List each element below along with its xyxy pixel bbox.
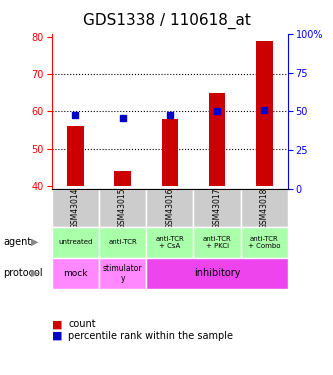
Text: GSM43017: GSM43017 <box>212 187 222 229</box>
Text: anti-TCR: anti-TCR <box>108 239 137 245</box>
Bar <box>241 189 288 226</box>
Text: count: count <box>68 320 96 329</box>
Text: ■: ■ <box>52 320 62 329</box>
Bar <box>99 189 146 226</box>
Text: anti-TCR
+ CsA: anti-TCR + CsA <box>156 236 184 249</box>
Bar <box>67 126 84 186</box>
Bar <box>146 226 193 258</box>
Text: anti-TCR
+ Combo: anti-TCR + Combo <box>248 236 281 249</box>
Text: ▶: ▶ <box>31 268 39 278</box>
Text: ■: ■ <box>52 331 62 340</box>
Text: GSM43015: GSM43015 <box>118 187 127 229</box>
Text: GDS1338 / 110618_at: GDS1338 / 110618_at <box>83 12 250 29</box>
Bar <box>193 226 241 258</box>
Text: untreated: untreated <box>58 239 93 245</box>
Bar <box>193 189 241 226</box>
Bar <box>209 93 225 186</box>
Text: mock: mock <box>63 269 88 278</box>
Bar <box>114 171 131 186</box>
Bar <box>241 226 288 258</box>
Text: anti-TCR
+ PKCi: anti-TCR + PKCi <box>203 236 231 249</box>
Text: percentile rank within the sample: percentile rank within the sample <box>68 331 233 340</box>
Bar <box>52 226 99 258</box>
Bar <box>99 226 146 258</box>
Text: protocol: protocol <box>3 268 43 278</box>
Bar <box>52 258 99 289</box>
Bar <box>52 189 99 226</box>
Text: GSM43016: GSM43016 <box>165 187 174 229</box>
Text: stimulator
y: stimulator y <box>103 264 142 283</box>
Text: GSM43014: GSM43014 <box>71 187 80 229</box>
Bar <box>146 189 193 226</box>
Text: inhibitory: inhibitory <box>194 268 240 278</box>
Bar <box>256 41 273 186</box>
Bar <box>162 119 178 186</box>
Bar <box>99 258 146 289</box>
Text: agent: agent <box>3 237 32 247</box>
Text: ▶: ▶ <box>31 237 39 247</box>
Bar <box>146 258 288 289</box>
Text: GSM43018: GSM43018 <box>260 187 269 229</box>
